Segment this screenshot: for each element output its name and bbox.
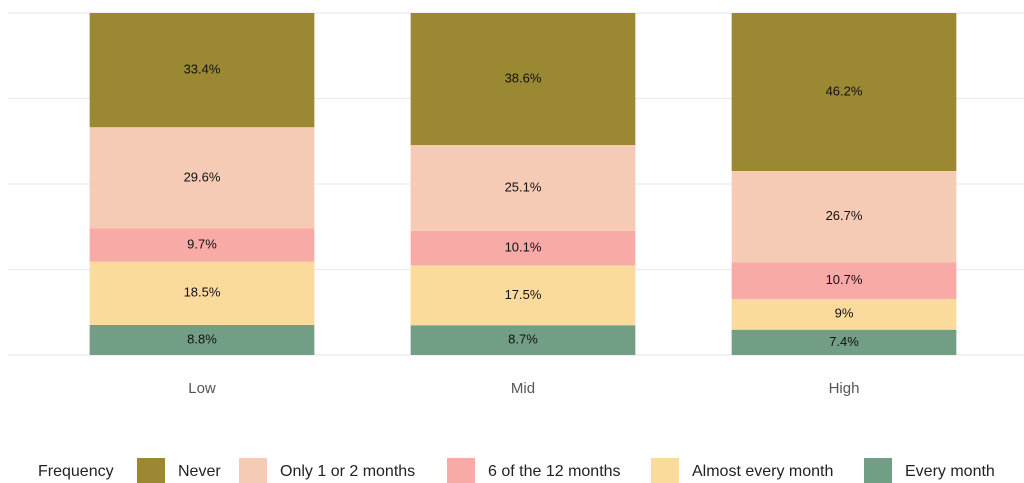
data-label: 8.8% (187, 331, 217, 346)
legend-label: Only 1 or 2 months (280, 463, 415, 480)
data-label: 7.4% (829, 334, 859, 349)
data-label: 33.4% (184, 62, 221, 77)
bar-segment (89, 324, 315, 355)
bar-segment (410, 230, 636, 266)
data-label: 46.2% (826, 83, 863, 98)
bar-segment (410, 325, 636, 355)
data-label: 38.6% (505, 70, 542, 85)
data-label: 10.7% (826, 272, 863, 287)
x-tick-label: Low (188, 380, 216, 397)
bar-segment (731, 298, 957, 330)
bar-segment (410, 145, 636, 231)
legend-label: Every month (905, 463, 995, 480)
x-tick-label: Mid (511, 380, 535, 397)
data-label: 8.7% (508, 332, 538, 347)
bar-segment (89, 228, 315, 262)
legend-swatch (239, 458, 267, 483)
legend-label: Almost every month (692, 463, 833, 480)
data-label: 9.7% (187, 236, 217, 251)
x-tick-label: High (829, 380, 860, 397)
bar-segment (731, 329, 957, 355)
data-label: 10.1% (505, 240, 542, 255)
bar-segment (731, 13, 957, 172)
legend-swatch (864, 458, 892, 483)
data-label: 26.7% (826, 208, 863, 223)
bar-segment (89, 261, 315, 325)
legend-label: 6 of the 12 months (488, 463, 621, 480)
bar-segment (410, 13, 636, 146)
bar-segment (410, 265, 636, 326)
data-label: 17.5% (505, 287, 542, 302)
bar-segment (731, 262, 957, 299)
bar-segment (89, 127, 315, 229)
data-label: 29.6% (184, 169, 221, 184)
data-label: 18.5% (184, 285, 221, 300)
data-label: 25.1% (505, 179, 542, 194)
legend-title: Frequency (38, 463, 114, 480)
legend-label: Never (178, 463, 221, 480)
legend-swatch (137, 458, 165, 483)
bar-segment (731, 171, 957, 263)
legend-swatch (447, 458, 475, 483)
data-label: 9% (835, 306, 854, 321)
bar-segment (89, 13, 315, 128)
legend-swatch (651, 458, 679, 483)
